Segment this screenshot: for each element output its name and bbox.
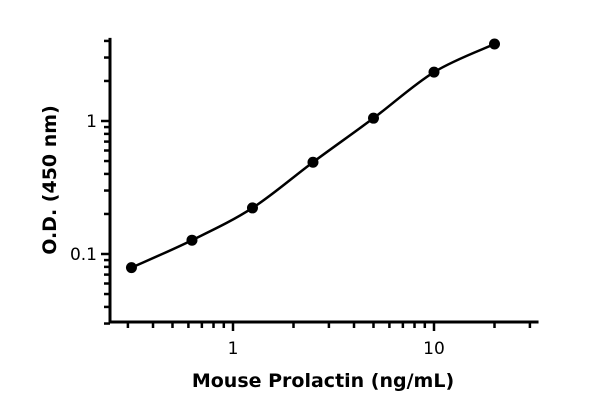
x-tick-label: 1 <box>228 339 239 359</box>
data-point <box>367 112 379 124</box>
axes: 0.1 1 1 10 <box>70 37 539 359</box>
data-point <box>186 234 198 246</box>
data-point <box>307 156 319 168</box>
data-points <box>125 38 501 274</box>
x-tick-label: 10 <box>423 339 445 359</box>
y-axis-label: O.D. (450 nm) <box>39 105 61 255</box>
data-point <box>489 38 501 50</box>
data-point <box>125 262 137 274</box>
x-axis-label: Mouse Prolactin (ng/mL) <box>192 370 454 392</box>
data-point <box>428 66 440 78</box>
y-tick-label: 1 <box>86 112 97 132</box>
y-tick-label: 0.1 <box>70 245 97 265</box>
fit-curve <box>130 42 496 269</box>
data-point <box>246 202 258 214</box>
